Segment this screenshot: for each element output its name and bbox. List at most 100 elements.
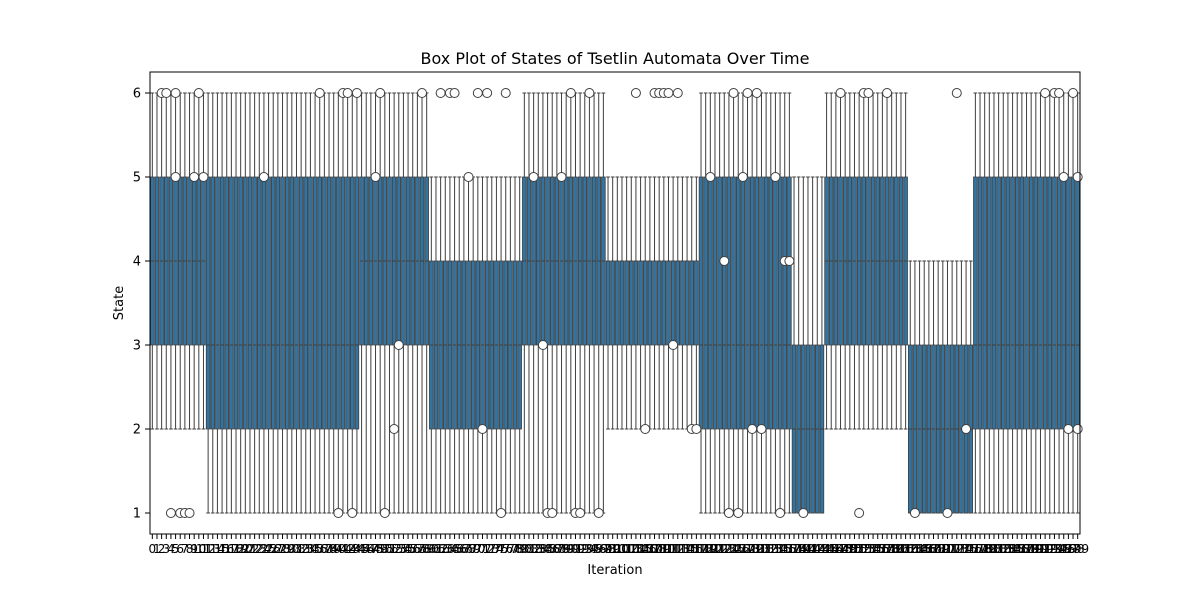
box-iqr <box>647 260 653 346</box>
outlier-point <box>342 88 353 98</box>
x-tick-label: 0 <box>149 542 157 556</box>
x-tick-label: 130 <box>745 542 768 556</box>
box-iqr <box>1010 176 1015 430</box>
x-tick-label: 29 <box>280 542 295 556</box>
x-tick-label: 153 <box>852 542 875 556</box>
x-tick-label: 182 <box>987 542 1010 556</box>
x-tick-label: 108 <box>643 542 666 556</box>
x-tick-label: 42 <box>340 542 355 556</box>
box-67 <box>461 176 467 514</box>
x-tick-label: 2 <box>158 542 166 556</box>
box-iqr <box>270 176 276 430</box>
x-tick-label: 86 <box>545 542 560 556</box>
box-74 <box>494 176 499 514</box>
x-tick-label: 57 <box>410 542 425 556</box>
x-tick-label: 78 <box>507 542 522 556</box>
outlier-point <box>663 88 674 98</box>
x-tick-label: 192 <box>1034 542 1057 556</box>
x-tick-label: 170 <box>931 542 954 556</box>
outlier-point <box>1063 424 1074 434</box>
box-16 <box>224 92 229 514</box>
x-tick-label: 161 <box>890 542 913 556</box>
outlier-point <box>640 424 651 434</box>
box-iqr <box>1038 176 1043 430</box>
box-183 <box>1001 92 1006 514</box>
box-173 <box>954 260 960 514</box>
x-tick-label: 143 <box>806 542 829 556</box>
x-tick-label: 119 <box>694 542 717 556</box>
x-tick-label: 91 <box>568 542 583 556</box>
box-157 <box>880 92 885 430</box>
x-tick-label: 131 <box>750 542 773 556</box>
box-iqr <box>247 176 253 430</box>
box-79 <box>517 176 522 514</box>
x-tick-label: 176 <box>959 542 982 556</box>
x-tick-label: 69 <box>466 542 481 556</box>
outlier-point <box>528 172 539 182</box>
box-iqr <box>759 176 764 430</box>
x-tick-label: 19 <box>233 542 248 556</box>
box-153 <box>861 92 867 430</box>
box-172 <box>949 260 955 514</box>
x-tick-label: 113 <box>666 542 689 556</box>
box-5 <box>173 92 178 430</box>
x-tick-label: 11 <box>196 542 211 556</box>
x-tick-label: 77 <box>503 542 518 556</box>
box-166 <box>921 260 927 514</box>
box-122 <box>717 92 722 514</box>
box-iqr <box>1001 176 1006 430</box>
x-tick-label: 175 <box>955 542 978 556</box>
box-113 <box>675 176 681 430</box>
box-iqr <box>615 260 620 346</box>
x-tick-label: 162 <box>894 542 917 556</box>
x-tick-label: 172 <box>941 542 964 556</box>
outlier-point <box>951 88 962 98</box>
box-163 <box>908 260 913 514</box>
box-27 <box>275 92 281 514</box>
x-tick-label: 59 <box>419 542 434 556</box>
x-tick-label: 180 <box>978 542 1001 556</box>
box-iqr <box>257 176 262 430</box>
x-tick-label: 191 <box>1029 542 1052 556</box>
x-tick-label: 179 <box>973 542 996 556</box>
x-tick-label: 7 <box>181 542 189 556</box>
box-164 <box>912 260 918 514</box>
box-192 <box>1042 92 1048 514</box>
box-iqr <box>1005 176 1011 430</box>
box-142 <box>810 176 815 514</box>
box-151 <box>852 92 857 430</box>
box-127 <box>740 92 746 514</box>
outlier-point <box>333 508 344 518</box>
box-23 <box>257 92 262 514</box>
box-iqr <box>294 176 299 430</box>
x-tick-label: 178 <box>969 542 992 556</box>
box-121 <box>712 92 718 514</box>
box-24 <box>261 92 267 514</box>
box-155 <box>870 92 876 430</box>
x-tick-label: 47 <box>363 542 378 556</box>
x-tick-label: 125 <box>722 542 745 556</box>
outlier-point <box>170 172 181 182</box>
box-iqr <box>322 176 327 430</box>
box-38 <box>326 92 332 514</box>
x-tick-label: 189 <box>1020 542 1043 556</box>
box-17 <box>229 92 234 514</box>
box-158 <box>884 92 890 430</box>
x-tick-label: 36 <box>312 542 327 556</box>
box-iqr <box>689 260 694 346</box>
x-tick-label: 142 <box>801 542 824 556</box>
x-tick-label: 55 <box>400 542 415 556</box>
x-tick-label: 3 <box>162 542 170 556</box>
x-tick-label: 22 <box>247 542 262 556</box>
box-iqr <box>210 176 216 430</box>
box-41 <box>340 92 346 514</box>
x-tick-label: 158 <box>876 542 899 556</box>
x-tick-label: 27 <box>270 542 285 556</box>
outlier-point <box>882 88 893 98</box>
x-tick-label: 174 <box>950 542 973 556</box>
box-190 <box>1033 92 1039 514</box>
x-tick-label: 147 <box>824 542 847 556</box>
box-160 <box>894 92 899 430</box>
outlier-point <box>472 88 483 98</box>
